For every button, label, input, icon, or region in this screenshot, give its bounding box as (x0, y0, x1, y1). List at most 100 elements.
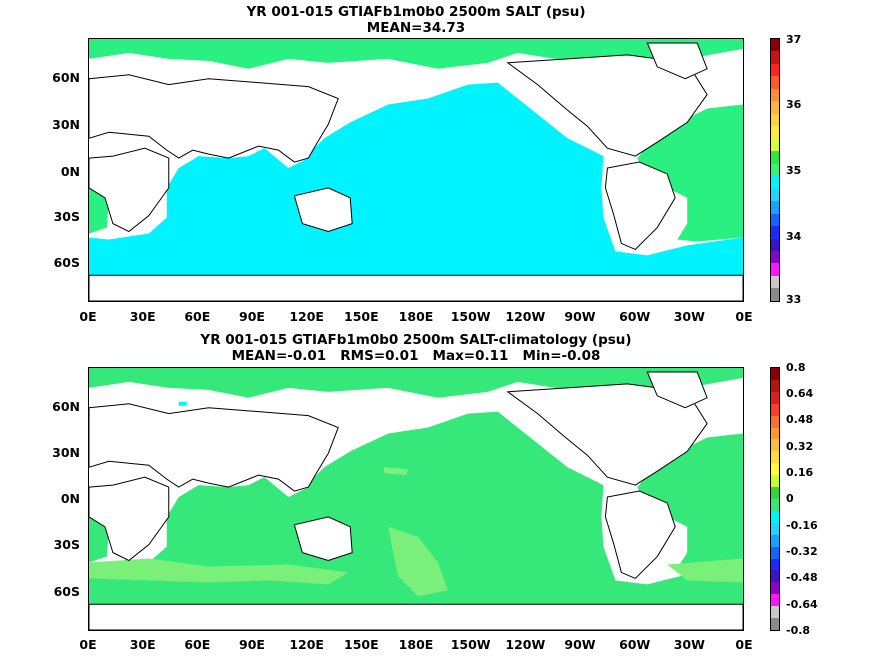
top-map (89, 39, 743, 301)
bottom-colorbar-label: -0.16 (786, 519, 818, 532)
bottom-north-america (506, 383, 708, 486)
lon-label: 90E (239, 309, 265, 324)
top-colorbar-label: 33 (786, 293, 802, 306)
lon-label: 90E (239, 637, 265, 652)
colorbar-segment (771, 606, 779, 619)
bottom-world-ocean (89, 411, 743, 605)
colorbar-segment (771, 594, 779, 607)
colorbar-segment (771, 487, 779, 499)
lon-label: 30W (673, 309, 705, 324)
colorbar-segment (771, 113, 779, 127)
colorbar-segment (771, 415, 779, 428)
bottom-antarctica (89, 603, 743, 630)
colorbar-segment (771, 51, 779, 64)
colorbar-segment (771, 451, 779, 464)
colorbar-segment (771, 138, 779, 152)
colorbar-segment (771, 368, 779, 380)
top-south-america (604, 161, 676, 250)
colorbar-segment (771, 101, 779, 114)
colorbar-segment (771, 176, 779, 189)
lon-label: 30E (129, 309, 156, 324)
lon-label: 30W (673, 637, 705, 652)
top-north-america (506, 54, 708, 157)
top-atlantic-ocean (637, 104, 743, 242)
colorbar-segment (771, 275, 779, 289)
bottom-africa (89, 476, 170, 562)
lon-label: 0E (735, 309, 753, 324)
lon-label: 0E (735, 637, 753, 652)
top-antarctica (89, 274, 743, 301)
bottom-south-america (604, 490, 676, 579)
colorbar-segment (771, 510, 779, 523)
top-title-line2: MEAN=34.73 (366, 20, 466, 36)
top-australia (293, 187, 353, 233)
bottom-lat-label: 30S (53, 537, 80, 552)
bottom-colorbar-label: 0.8 (786, 361, 806, 374)
colorbar-segment (771, 39, 779, 52)
bottom-lat-label: 0N (60, 491, 80, 506)
top-greenland (646, 42, 708, 80)
colorbar-segment (771, 238, 779, 251)
lon-label: 150E (344, 637, 379, 652)
top-lat-label: 0N (60, 164, 80, 179)
colorbar-segment (771, 475, 779, 488)
top-lat-label: 60N (52, 70, 80, 85)
colorbar-segment (771, 558, 779, 571)
colorbar-segment (771, 403, 779, 416)
bottom-colorbar-label: -0.48 (786, 571, 818, 584)
colorbar-segment (771, 439, 779, 452)
bottom-anomaly-patch (384, 467, 409, 476)
colorbar-segment (771, 288, 779, 301)
colorbar-segment (771, 534, 779, 547)
lon-label: 0E (79, 637, 97, 652)
lon-label: 60E (184, 309, 211, 324)
bottom-colorbar-label: -0.32 (786, 545, 818, 558)
lon-label: 60W (619, 309, 651, 324)
top-eurasia (89, 74, 339, 163)
colorbar-segment (771, 391, 779, 404)
top-colorbar-label: 35 (786, 164, 802, 177)
bottom-lat-label: 60N (52, 399, 80, 414)
bottom-eurasia (89, 403, 339, 492)
top-colorbar-label: 37 (786, 33, 802, 46)
bottom-colorbar-label: -0.8 (786, 624, 811, 637)
bottom-anomaly-patch (89, 558, 349, 585)
bottom-colorbar-label: -0.64 (786, 598, 818, 611)
top-lat-label: 30N (52, 117, 80, 132)
colorbar-segment (771, 126, 779, 139)
colorbar-segment (771, 226, 779, 239)
colorbar-segment (771, 582, 779, 595)
bottom-colorbar-label: 0.48 (786, 413, 814, 426)
bottom-negative-patch (178, 401, 187, 406)
lon-label: 60E (184, 637, 211, 652)
colorbar-segment (771, 427, 779, 440)
top-lat-label: 60S (53, 255, 80, 270)
bottom-colorbar (770, 367, 780, 631)
bottom-title-line1: YR 001-015 GTIAFb1m0b0 2500m SALT-climat… (200, 332, 632, 348)
colorbar-segment (771, 250, 779, 264)
lon-label: 180E (398, 637, 434, 652)
colorbar-segment (771, 546, 779, 559)
bottom-anomaly-patch (667, 558, 743, 583)
lon-label: 150W (450, 309, 491, 324)
colorbar-segment (771, 522, 779, 535)
bottom-title-line2: MEAN=-0.01 RMS=0.01 Max=0.11 Min=-0.08 (231, 348, 601, 364)
top-africa (89, 147, 170, 233)
lon-label: 120E (289, 637, 324, 652)
lon-label: 150E (344, 309, 379, 324)
colorbar-segment (771, 570, 779, 583)
bottom-map-panel (88, 367, 744, 631)
bottom-colorbar-label: 0 (786, 492, 794, 505)
lon-label: 180E (398, 309, 434, 324)
lon-label: 120W (505, 309, 546, 324)
lon-label: 60W (619, 637, 651, 652)
lon-label: 0E (79, 309, 97, 324)
lon-label: 90W (564, 309, 596, 324)
colorbar-segment (771, 213, 779, 227)
colorbar-segment (771, 76, 779, 89)
bottom-atlantic-ocean (637, 433, 743, 571)
colorbar-segment (771, 498, 779, 511)
top-colorbar-label: 36 (786, 98, 802, 111)
bottom-anomaly-patch (388, 526, 448, 597)
bottom-map (89, 368, 743, 630)
